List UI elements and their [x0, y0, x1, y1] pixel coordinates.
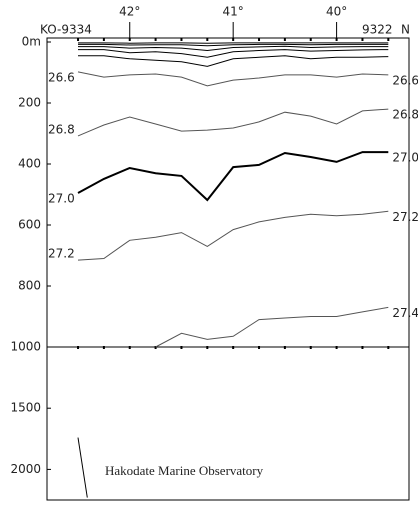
- x-tick-label: 42°: [119, 5, 140, 19]
- station-tick: [258, 346, 261, 349]
- station-tick: [309, 346, 312, 349]
- contour-line: [77, 437, 88, 498]
- station-tick: [206, 346, 209, 349]
- contour-label: 27.0: [48, 191, 75, 205]
- contour-label: 26.8: [392, 108, 418, 122]
- station-tick: [128, 38, 131, 41]
- station-tick: [283, 346, 286, 349]
- station-start-label: KO-9334: [40, 23, 92, 37]
- station-tick: [77, 38, 80, 41]
- y-tick-label: 0m: [22, 35, 41, 49]
- station-tick: [283, 38, 286, 41]
- station-tick: [361, 38, 364, 41]
- y-tick-label: 2000: [10, 462, 41, 476]
- contour-line: [78, 55, 389, 67]
- contour-label: 27.4: [392, 306, 418, 320]
- direction-label: N: [401, 23, 410, 37]
- y-tick-label: 800: [18, 279, 41, 293]
- station-tick: [102, 346, 105, 349]
- station-tick: [180, 38, 183, 41]
- y-tick-label: 600: [18, 218, 41, 232]
- contour-line: [77, 151, 389, 202]
- contour-line: [78, 45, 389, 52]
- station-tick: [128, 346, 131, 349]
- station-tick: [335, 38, 338, 41]
- contour-line: [155, 306, 389, 348]
- station-tick: [154, 38, 157, 41]
- y-tick-label: 1000: [10, 340, 41, 354]
- contour-label: 26.6: [392, 73, 418, 87]
- station-tick: [232, 38, 235, 41]
- station-tick: [206, 38, 209, 41]
- contour-line: [78, 43, 389, 47]
- annotation: Hakodate Marine Observatory: [105, 463, 264, 478]
- contour-label: 27.0: [392, 151, 418, 165]
- station-tick: [361, 346, 364, 349]
- station-tick: [154, 346, 157, 349]
- y-tick-label: 200: [18, 96, 41, 110]
- contour-line: [77, 108, 389, 137]
- contour-label: 26.8: [48, 122, 75, 136]
- contour-line: [77, 210, 389, 261]
- x-tick-label: 41°: [223, 5, 244, 19]
- station-tick: [102, 38, 105, 41]
- station-tick: [387, 38, 390, 41]
- y-tick-label: 400: [18, 157, 41, 171]
- station-tick: [77, 346, 80, 349]
- y-tick-label: 1500: [10, 401, 41, 415]
- station-tick: [258, 38, 261, 41]
- station-tick: [180, 346, 183, 349]
- frame: [46, 37, 410, 501]
- x-tick-label: 40°: [326, 5, 347, 19]
- station-tick: [387, 346, 390, 349]
- station-tick: [309, 38, 312, 41]
- contour-label: 27.2: [48, 247, 75, 261]
- contour-label: 26.6: [48, 70, 75, 84]
- station-end-label: 9322: [362, 23, 393, 37]
- station-tick: [335, 346, 338, 349]
- contour-label: 27.2: [392, 210, 418, 224]
- contour-line: [78, 49, 389, 58]
- station-tick: [232, 346, 235, 349]
- contour-line: [77, 71, 389, 87]
